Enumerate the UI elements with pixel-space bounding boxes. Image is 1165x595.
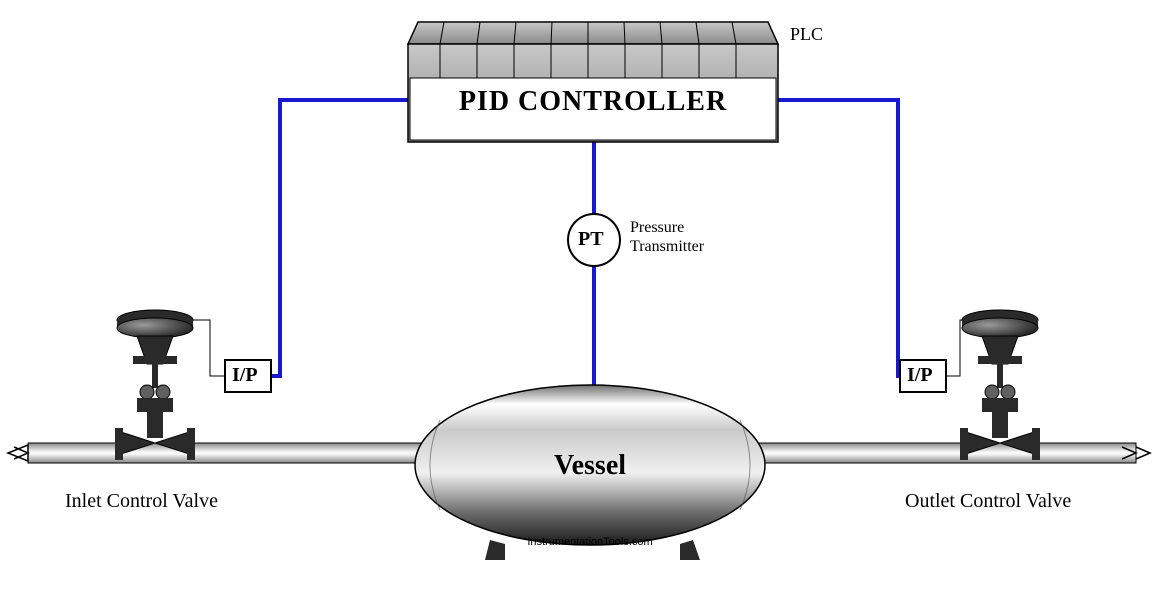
vessel-label: Vessel	[500, 450, 680, 482]
plc-label: PLC	[790, 24, 823, 45]
watermark: InstrumentationTools.com	[500, 536, 680, 548]
pt-desc-line1: Pressure	[630, 219, 684, 236]
ip-right-label: I/P	[907, 364, 933, 387]
plc-body	[408, 22, 778, 142]
outlet-valve-label: Outlet Control Valve	[905, 490, 1071, 513]
pt-desc-line2: Transmitter	[630, 238, 704, 255]
pt-label: PT	[578, 228, 604, 251]
controller-label: PID CONTROLLER	[408, 86, 778, 118]
inlet-valve-label: Inlet Control Valve	[65, 490, 218, 513]
outlet-control-valve-symbol	[960, 310, 1040, 460]
inlet-control-valve-symbol	[115, 310, 195, 460]
ip-left-label: I/P	[232, 364, 258, 387]
pt-desc: Pressure Transmitter	[630, 218, 704, 256]
